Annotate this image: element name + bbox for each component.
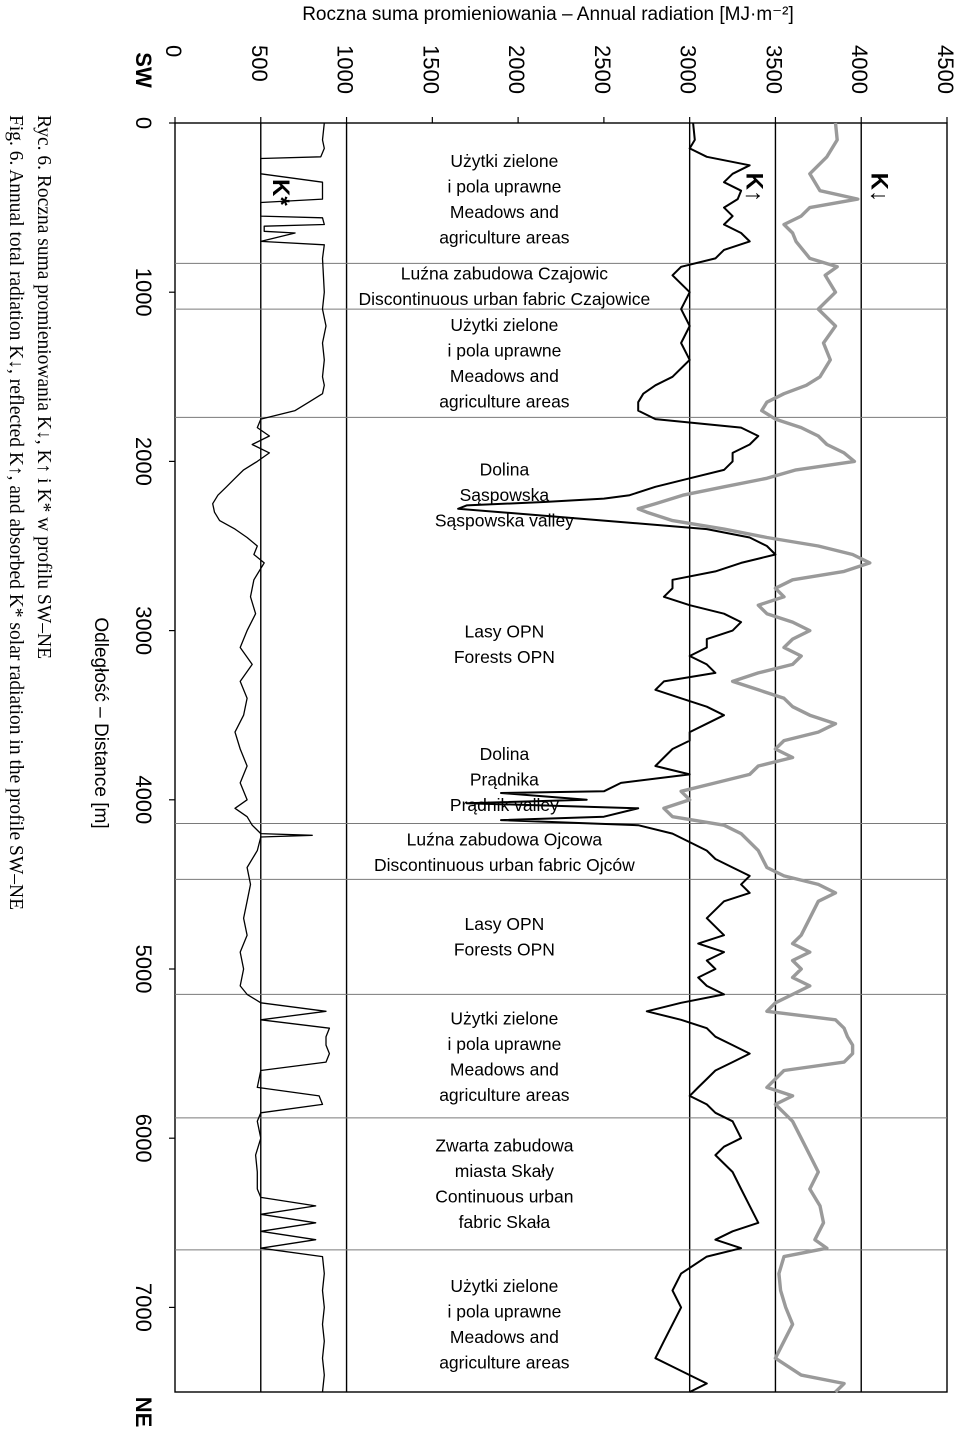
series-line-0 [636,122,872,1394]
zone-label-line: i pola uprawne [447,341,561,361]
caption-pl-prefix: Ryc. 6. [33,115,54,170]
x-end-label: NE [131,1397,156,1428]
zone-label-line: Zwarta zabudowa [435,1136,573,1156]
zone-label-line: Użytki zielone [450,151,558,171]
y-tick-label: 500 [247,45,272,82]
zone-label-line: Meadows and [450,202,559,222]
x-tick-label: 0 [131,117,156,129]
series-label: K↑ [740,173,767,202]
x-tick-label: 5000 [131,945,156,994]
x-tick-label: 1000 [131,268,156,317]
zone-label-line: Luźna zabudowa Ojcowa [407,830,603,850]
caption-en: Fig. 6. Annual total radiation K↓, refle… [5,115,26,910]
zone-label-line: Forests OPN [454,940,555,960]
x-tick-label: 6000 [131,1114,156,1163]
zone-label-line: Użytki zielone [450,1276,558,1296]
y-tick-label: 1500 [418,45,443,94]
zone-label-line: agriculture areas [439,392,570,412]
x-tick-label: 4000 [131,775,156,824]
caption: Ryc. 6. Roczna suma promieniowania K↓, K… [5,115,54,910]
zone-label-line: Sąspowska [460,485,550,505]
series-layer: K↓ K↑ K* [212,122,893,1394]
series-line-1 [457,122,777,1393]
series-label: K* [267,179,294,206]
caption-en-text: Annual total radiation K↓, reflected K↑,… [5,169,26,910]
zone-label-line: Meadows and [450,1060,559,1080]
x-tick-label: 7000 [131,1283,156,1332]
y-tick-label: 2000 [504,45,529,94]
zone-label-line: Discontinuous urban fabric Ojców [374,855,635,875]
x-axis-label: Odległość – Distance [m] [90,617,111,828]
x-start-label: SW [131,52,156,88]
zone-label-line: Użytki zielone [450,1009,558,1029]
zone-label-line: Continuous urban [435,1187,573,1207]
axis-layer: 0 500 1000 1500 2000 2500 3000 3500 4000 4500 0 100… [131,45,958,1427]
zone-label-line: agriculture areas [439,1085,570,1105]
zone-label-line: Użytki zielone [450,315,558,335]
x-tick-label: 2000 [131,437,156,486]
y-axis-label: Roczna suma promieniowania – Annual radi… [302,4,794,25]
zone-label-line: Lasy OPN [465,621,545,641]
zone-label-line: Lasy OPN [465,914,545,934]
zone-label-line: agriculture areas [439,1353,570,1373]
figure-rotated: Użytki zielone i pola uprawne Meadows and a… [131,45,958,1427]
series-label: K↓ [866,173,893,202]
zone-label-line: i pola uprawne [447,176,561,196]
zone-label-line: Meadows and [450,366,559,386]
y-tick-label: 0 [161,45,186,57]
zone-label-line: Dolina [480,460,530,480]
zone-label-line: Forests OPN [454,647,555,667]
y-tick-label: 2500 [590,45,615,94]
caption-pl: Ryc. 6. Roczna suma promieniowania K↓, K… [33,115,54,659]
y-tick-label: 3500 [761,45,786,94]
caption-en-prefix: Fig. 6. [5,115,26,165]
zone-label-line: Prądnika [470,769,539,789]
grid-layer [174,122,948,1393]
plot-frame [174,122,948,1393]
zone-label-line: Discontinuous urban fabric Czajowice [358,289,650,309]
caption-pl-text: Roczna suma promieniowania K↓, K↑ i K* w… [33,175,54,659]
zone-label-line: fabric Skała [459,1212,551,1232]
y-tick-label: 4500 [933,45,958,94]
zone-label-line: Meadows and [450,1327,559,1347]
zone-labels: Użytki zielone i pola uprawne Meadows and a… [358,151,650,1373]
series-line-2 [212,122,331,1393]
zone-label-line: Sąspowska valley [435,511,574,531]
zone-label-line: i pola uprawne [447,1034,561,1054]
zone-label-line: miasta Skały [455,1161,554,1181]
zone-label-line: Luźna zabudowa Czajowic [401,264,608,284]
zone-label-line: i pola uprawne [447,1302,561,1322]
x-tick-label: 3000 [131,606,156,655]
zone-label-line: Dolina [480,744,530,764]
y-tick-label: 4000 [847,45,872,94]
y-tick-label: 3000 [676,45,701,94]
y-tick-label: 1000 [333,45,358,94]
zone-label-line: agriculture areas [439,227,570,247]
